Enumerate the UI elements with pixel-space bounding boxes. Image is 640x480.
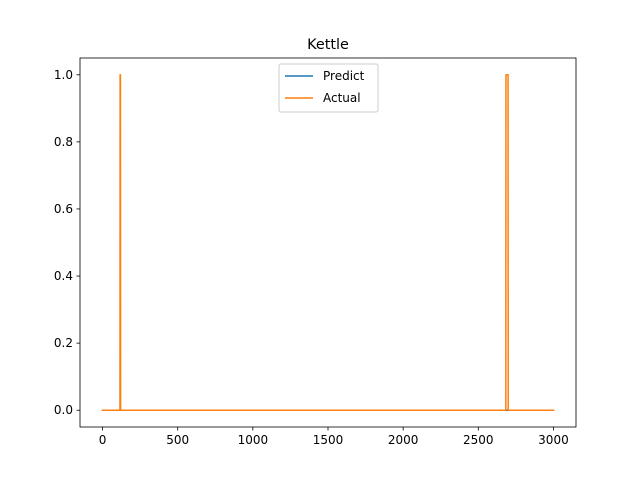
x-tick-label: 2000	[388, 433, 419, 447]
y-tick-label: 0.2	[54, 336, 73, 350]
plot-series-group	[101, 74, 555, 411]
x-tick-label: 1500	[313, 433, 344, 447]
y-tick-label: 0.8	[54, 135, 73, 149]
y-tick-label: 0.6	[54, 202, 73, 216]
y-axis: 0.0 0.2 0.4 0.6 0.8 1.0	[54, 68, 80, 417]
x-axis: 0 500 1000 1500 2000 2500 3000	[99, 427, 569, 447]
legend: Predict Actual	[278, 63, 379, 113]
x-tick-label: 0	[99, 433, 107, 447]
x-tick-label: 3000	[538, 433, 569, 447]
x-tick-label: 500	[166, 433, 189, 447]
y-tick-label: 0.4	[54, 269, 73, 283]
y-tick-label: 0.0	[54, 403, 73, 417]
x-tick-label: 2500	[463, 433, 494, 447]
legend-label-actual: Actual	[323, 91, 361, 105]
series-line-actual	[101, 74, 555, 411]
x-tick-label: 1000	[238, 433, 269, 447]
y-tick-label: 1.0	[54, 68, 73, 82]
legend-label-predict: Predict	[323, 69, 365, 83]
chart-title: Kettle	[307, 37, 349, 53]
